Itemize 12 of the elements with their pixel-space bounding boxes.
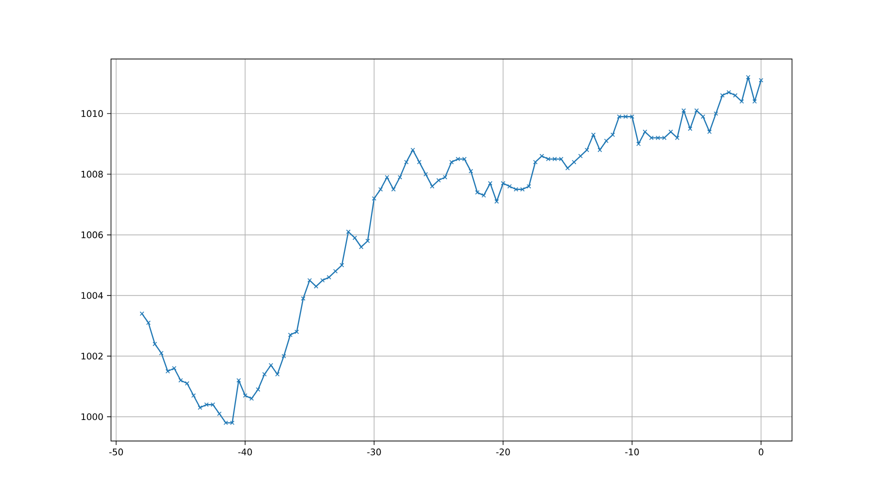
y-tick-label: 1008 xyxy=(82,170,103,178)
x-tick-label: -20 xyxy=(496,448,510,456)
y-tick-label: 1004 xyxy=(82,292,103,299)
y-tick-label: 1006 xyxy=(82,231,103,238)
x-tick-label: -50 xyxy=(109,448,123,456)
y-tick-label: 1002 xyxy=(82,352,103,360)
x-tick-label: 0 xyxy=(758,448,764,456)
x-tick-label: -10 xyxy=(625,448,639,456)
x-tick-label: -30 xyxy=(367,448,381,456)
y-tick-label: 1010 xyxy=(82,110,103,117)
y-tick-label: 1000 xyxy=(82,413,103,420)
x-tick-label: -40 xyxy=(238,448,252,456)
